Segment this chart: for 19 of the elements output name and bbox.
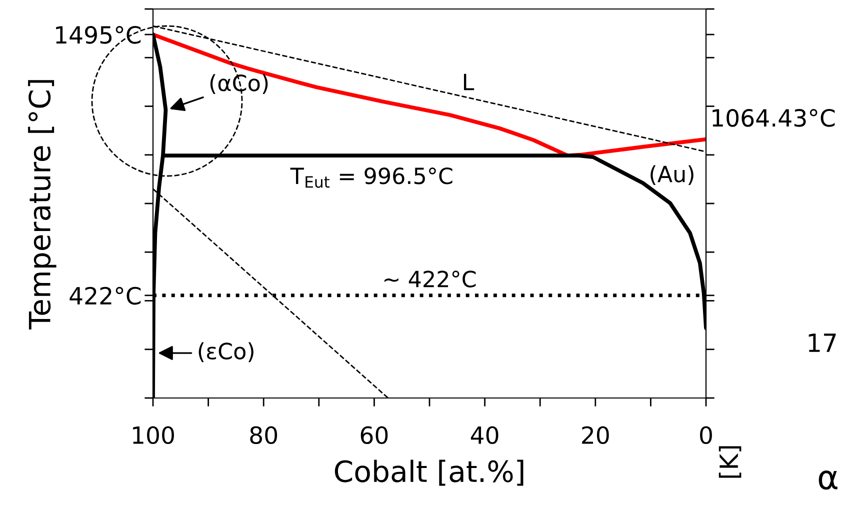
x-tick-label: 80	[250, 426, 278, 444]
ref-line-label: ~ 422°C	[384, 270, 476, 288]
x-tick-label: 20	[582, 426, 609, 444]
annotation: (εCo)	[198, 342, 254, 362]
y-axis-title: Temperature [°C]	[28, 80, 56, 330]
text: 17	[808, 334, 836, 352]
text: α	[818, 470, 838, 490]
annotation: L	[464, 74, 474, 90]
annotation: (αCo)	[210, 74, 268, 94]
text: [K]	[718, 446, 742, 478]
y-tick-label: 422°C	[70, 286, 141, 305]
x-tick-label: 0	[700, 426, 712, 444]
x-tick-label: 100	[133, 426, 174, 444]
x-tick-label: 40	[470, 426, 498, 444]
x-axis-title: Cobalt [at.%]	[334, 460, 524, 486]
x-tick-label: 60	[360, 426, 388, 444]
text: 1064.43°C	[712, 108, 835, 127]
annotation: T$_{Eut}$ = 996.5°C	[290, 167, 452, 188]
annotation: (Au)	[650, 165, 694, 186]
